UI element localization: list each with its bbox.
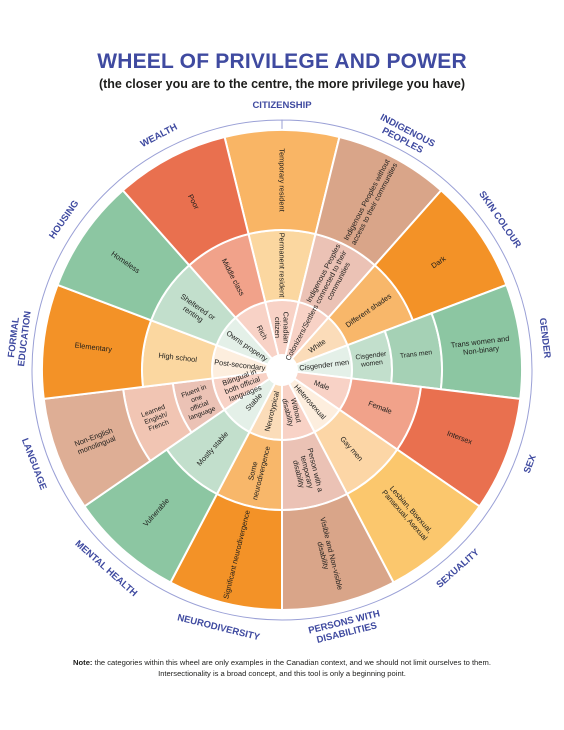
ring-label-trans-men: Trans men xyxy=(400,349,433,360)
category-label-formal-education: FORMALEDUCATION xyxy=(5,309,34,367)
footnote: Note: the categories within this wheel a… xyxy=(70,658,494,679)
ring-label-cisgender-women: Cisgenderwomen xyxy=(355,351,388,370)
page-subtitle: (the closer you are to the centre, the m… xyxy=(98,77,466,91)
ring-label-permanent-resident: Permanent resident xyxy=(277,233,286,298)
footnote-label: Note: xyxy=(73,658,93,667)
page-title: WHEEL OF PRIVILEGE AND POWER xyxy=(97,50,467,73)
category-label-citizenship: CITIZENSHIP xyxy=(252,100,312,111)
wheel-segment-wealth-3 xyxy=(121,135,250,267)
category-label-sex: SEX xyxy=(522,453,539,475)
category-label-gender: GENDER xyxy=(537,317,553,359)
ring-label-temporary-resident: Temporary resident xyxy=(277,148,286,211)
footnote-text: the categories within this wheel are onl… xyxy=(94,658,491,678)
wheel-center xyxy=(267,355,297,385)
ring-label-canadian-citizen: Canadiancitizen xyxy=(273,312,291,344)
